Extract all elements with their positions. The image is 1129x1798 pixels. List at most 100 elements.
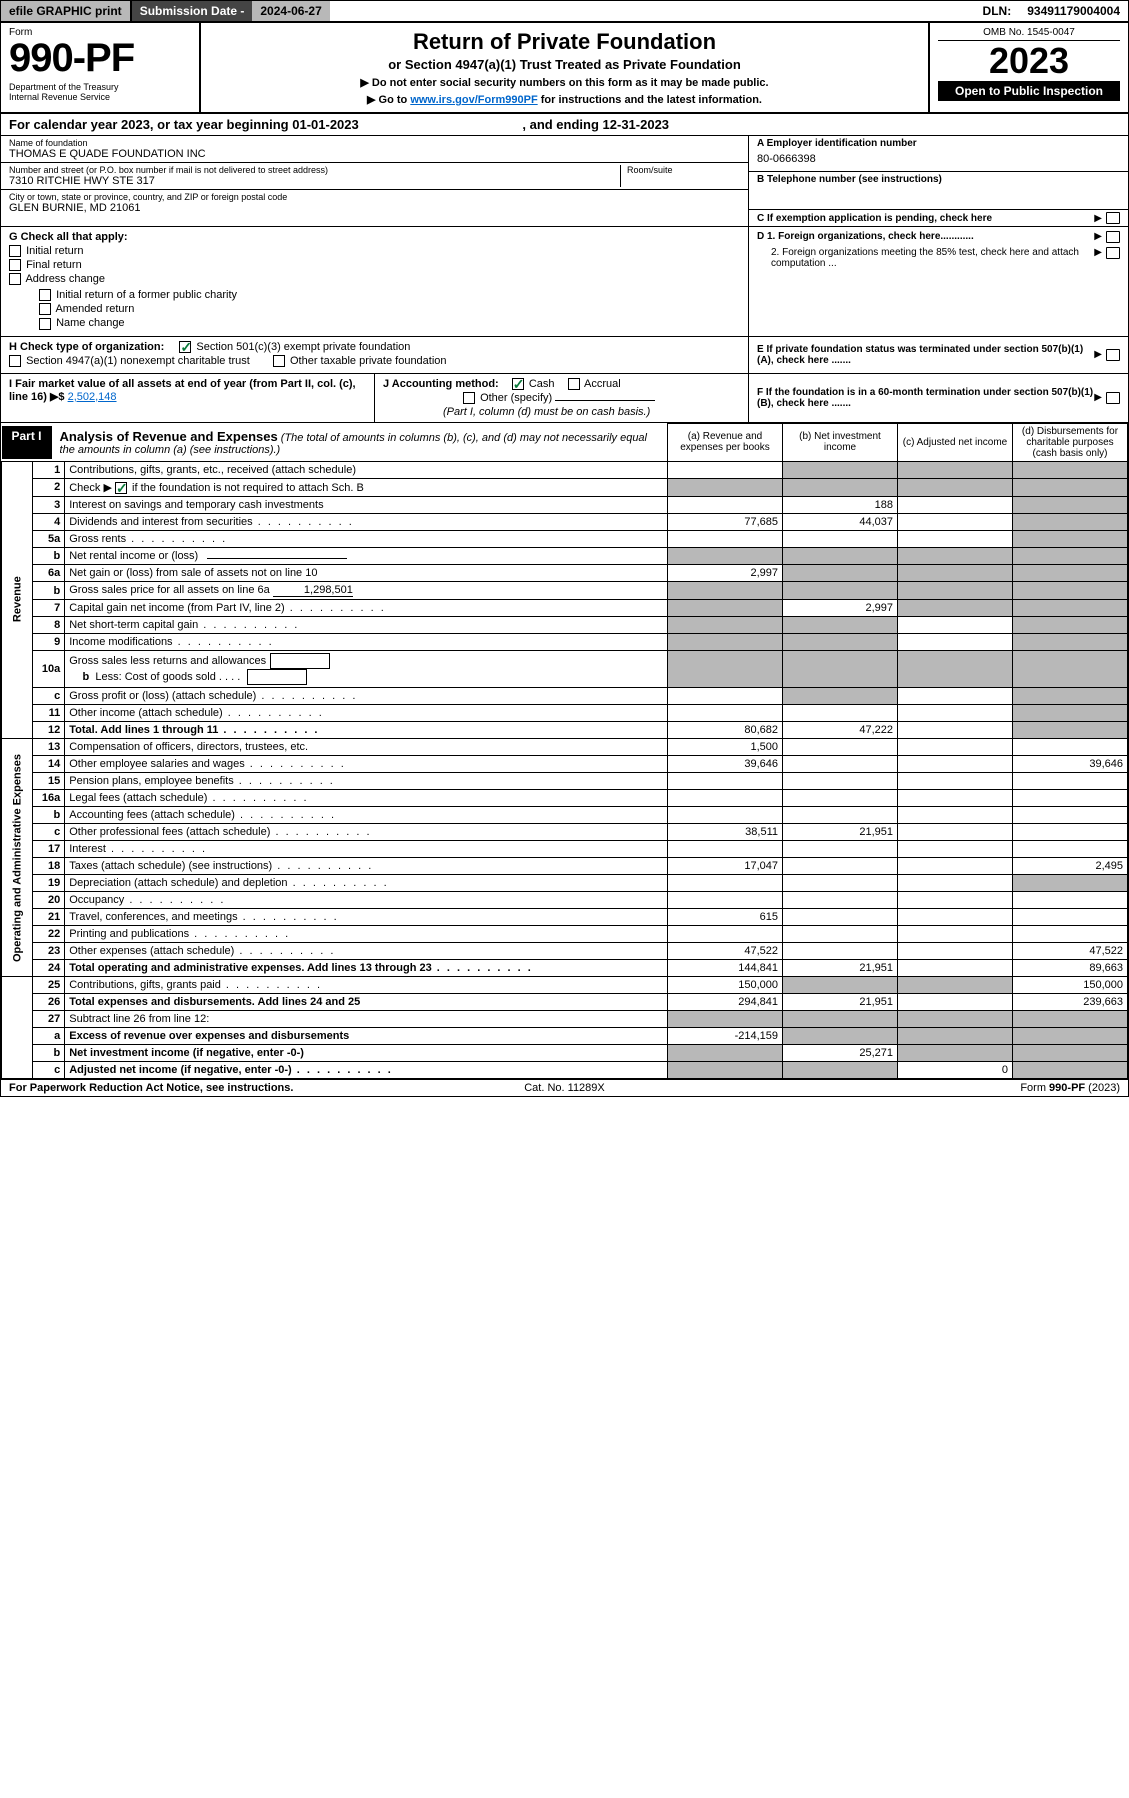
address-change-label: Address change <box>25 273 105 285</box>
other-method-checkbox[interactable] <box>463 392 475 404</box>
city-cell: City or town, state or province, country… <box>1 190 748 216</box>
irs-link[interactable]: www.irs.gov/Form990PF <box>410 94 537 106</box>
table-row: 6a Net gain or (loss) from sale of asset… <box>2 565 1128 582</box>
efile-print-button[interactable]: efile GRAPHIC print <box>1 1 132 21</box>
tel-label: B Telephone number (see instructions) <box>757 174 1120 185</box>
cell-d: 89,663 <box>1013 960 1128 977</box>
city-state-zip: GLEN BURNIE, MD 21061 <box>9 202 740 214</box>
row-num: 7 <box>33 600 65 617</box>
topbar: efile GRAPHIC print Submission Date - 20… <box>1 1 1128 23</box>
calyear-mid: , and ending <box>522 117 602 132</box>
name-change-checkbox[interactable] <box>39 318 51 330</box>
d1-checkbox[interactable] <box>1106 231 1120 243</box>
row-num: c <box>33 1062 65 1079</box>
row-desc: Income modifications <box>65 634 668 651</box>
accrual-checkbox[interactable] <box>568 378 580 390</box>
row-desc: Gross sales less returns and allowances … <box>65 651 668 688</box>
r6b-val: 1,298,501 <box>273 584 353 597</box>
row-desc: Net rental income or (loss) <box>65 548 668 565</box>
schb-checkbox[interactable] <box>115 482 127 494</box>
table-row: 10a Gross sales less returns and allowan… <box>2 651 1128 688</box>
form-title: Return of Private Foundation <box>209 29 920 55</box>
initial-return-checkbox[interactable] <box>9 245 21 257</box>
table-row: 22 Printing and publications <box>2 926 1128 943</box>
c-checkbox[interactable] <box>1106 212 1120 224</box>
r10a-d: Gross sales less returns and allowances <box>69 655 266 667</box>
instr2-post: for instructions and the latest informat… <box>538 94 762 106</box>
submission-date-label: Submission Date - <box>132 1 253 21</box>
j-section: J Accounting method: Cash Accrual Other … <box>374 374 748 422</box>
accrual-label: Accrual <box>584 378 621 390</box>
row-num: 5a <box>33 531 65 548</box>
row-desc: Adjusted net income (if negative, enter … <box>65 1062 668 1079</box>
row-desc: Legal fees (attach schedule) <box>65 790 668 807</box>
d2-checkbox[interactable] <box>1106 247 1120 259</box>
row-num: 19 <box>33 875 65 892</box>
row-desc: Subtract line 26 from line 12: <box>65 1011 668 1028</box>
f-checkbox[interactable] <box>1106 392 1120 404</box>
row-desc: Gross profit or (loss) (attach schedule) <box>65 688 668 705</box>
addr-cell: Number and street (or P.O. box number if… <box>1 163 748 190</box>
cell-b <box>783 461 898 478</box>
row-num: 18 <box>33 858 65 875</box>
d2-label: 2. Foreign organizations meeting the 85%… <box>757 247 1094 269</box>
row-num: 4 <box>33 514 65 531</box>
table-row: 24 Total operating and administrative ex… <box>2 960 1128 977</box>
g-col2: Initial return of a former public charit… <box>39 287 237 331</box>
cell-c: 0 <box>898 1062 1013 1079</box>
form-header: Form 990-PF Department of the Treasury I… <box>1 23 1128 114</box>
cell-a: -214,159 <box>668 1028 783 1045</box>
cash-checkbox[interactable] <box>512 378 524 390</box>
row-desc: Travel, conferences, and meetings <box>65 909 668 926</box>
4947a1-checkbox[interactable] <box>9 355 21 367</box>
row-desc: Dividends and interest from securities <box>65 514 668 531</box>
row-num: a <box>33 1028 65 1045</box>
cell-a: 39,646 <box>668 756 783 773</box>
col-d-header: (d) Disbursements for charitable purpose… <box>1013 423 1128 461</box>
r10b-n: b <box>69 671 89 683</box>
cash-label: Cash <box>529 378 555 390</box>
e-section: E If private foundation status was termi… <box>748 337 1128 373</box>
arrow-icon: ▶ <box>1094 231 1102 242</box>
row-desc: Net investment income (if negative, ente… <box>65 1045 668 1062</box>
c-label: C If exemption application is pending, c… <box>757 213 1094 224</box>
e-checkbox[interactable] <box>1106 349 1120 361</box>
table-row: 21 Travel, conferences, and meetings 615 <box>2 909 1128 926</box>
amended-return-checkbox[interactable] <box>39 303 51 315</box>
row-num: 26 <box>33 994 65 1011</box>
g-d-row: G Check all that apply: Initial return F… <box>1 227 1128 337</box>
arrow-icon: ▶ <box>1094 213 1102 224</box>
part1-tag: Part I <box>2 426 52 459</box>
cell-a: 17,047 <box>668 858 783 875</box>
g-col1: Initial return Final return Address chan… <box>9 245 740 285</box>
cell-b: 44,037 <box>783 514 898 531</box>
header-left: Form 990-PF Department of the Treasury I… <box>1 23 201 112</box>
table-row: 25 Contributions, gifts, grants paid 150… <box>2 977 1128 994</box>
initial-public-label: Initial return of a former public charit… <box>56 289 237 301</box>
expenses-section-label: Operating and Administrative Expenses <box>2 739 33 977</box>
i-label: I Fair market value of all assets at end… <box>9 378 356 403</box>
col-a-header: (a) Revenue and expenses per books <box>668 423 783 461</box>
revenue-section-label: Revenue <box>2 461 33 738</box>
info-right: A Employer identification number 80-0666… <box>748 136 1128 226</box>
r5b-d: Net rental income or (loss) <box>69 550 198 562</box>
e-label: E If private foundation status was termi… <box>757 344 1094 366</box>
cell-d: 2,495 <box>1013 858 1128 875</box>
cell-c <box>898 461 1013 478</box>
r6b-d: Gross sales price for all assets on line… <box>69 584 270 596</box>
501c3-checkbox[interactable] <box>179 341 191 353</box>
final-return-checkbox[interactable] <box>9 259 21 271</box>
other-taxable-checkbox[interactable] <box>273 355 285 367</box>
cell-a: 80,682 <box>668 722 783 739</box>
initial-public-checkbox[interactable] <box>39 289 51 301</box>
table-row: 16a Legal fees (attach schedule) <box>2 790 1128 807</box>
open-to-public: Open to Public Inspection <box>938 81 1120 101</box>
info-section: Name of foundation THOMAS E QUADE FOUNDA… <box>1 136 1128 227</box>
room-block: Room/suite <box>620 165 740 187</box>
foundation-name: THOMAS E QUADE FOUNDATION INC <box>9 148 740 160</box>
address-change-checkbox[interactable] <box>9 273 21 285</box>
omb-number: OMB No. 1545-0047 <box>938 27 1120 41</box>
arrow-icon: ▶ <box>1094 349 1102 360</box>
row-num: 25 <box>33 977 65 994</box>
table-row: 18 Taxes (attach schedule) (see instruct… <box>2 858 1128 875</box>
